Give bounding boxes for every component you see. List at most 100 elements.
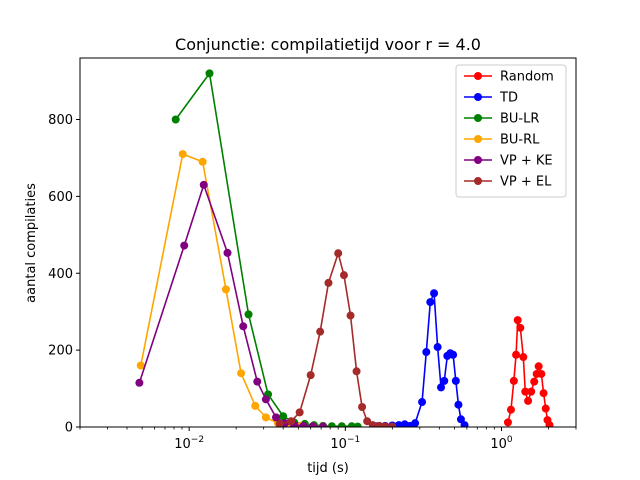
legend-marker-td xyxy=(474,93,482,101)
data-point-random xyxy=(516,323,525,332)
data-point-vp-ke xyxy=(319,422,328,427)
data-point-random xyxy=(539,389,548,398)
data-point-td xyxy=(454,400,463,409)
data-point-td xyxy=(422,348,431,357)
data-point-bu-rl xyxy=(178,150,187,159)
chart-title: Conjunctie: compilatietijd voor r = 4.0 xyxy=(175,35,481,54)
data-point-td xyxy=(451,376,460,385)
legend-label-td: TD xyxy=(499,91,518,106)
data-point-vp-ke xyxy=(180,241,189,250)
data-point-td xyxy=(394,421,403,427)
legend-label-random: Random xyxy=(500,70,554,85)
legend-marker-bu-rl xyxy=(474,135,482,143)
legend-entry-vp-ke: VP + KE xyxy=(464,154,553,169)
legend-entry-random: Random xyxy=(464,70,554,85)
data-point-random xyxy=(545,421,554,427)
data-point-vp-el xyxy=(388,422,397,427)
data-point-bu-lr xyxy=(205,69,214,78)
series-vp-el xyxy=(275,249,397,427)
data-point-random xyxy=(503,418,512,427)
legend-entry-vp-el: VP + EL xyxy=(464,175,552,190)
data-point-vp-el xyxy=(381,422,390,427)
data-point-bu-rl xyxy=(261,413,270,422)
y-tick-label: 0 xyxy=(65,421,73,436)
data-point-vp-ke xyxy=(199,180,208,189)
data-point-td xyxy=(418,398,427,407)
data-point-vp-el xyxy=(306,371,315,380)
data-point-bu-lr xyxy=(171,115,180,124)
x-tick-label: 100 xyxy=(490,435,513,452)
legend-entry-bu-rl: BU-RL xyxy=(464,133,540,148)
data-point-random xyxy=(509,376,518,385)
legend-marker-vp-ke xyxy=(474,156,482,164)
data-point-vp-el xyxy=(324,278,333,287)
legend-label-bu-lr: BU-LR xyxy=(500,112,539,127)
data-point-td xyxy=(440,376,449,385)
plot-area xyxy=(135,69,554,427)
axes-frame xyxy=(79,57,577,428)
data-point-random xyxy=(527,387,536,396)
legend-marker-vp-el xyxy=(474,177,482,185)
series-random xyxy=(503,316,554,427)
data-point-vp-el xyxy=(287,417,296,426)
axes: 0 200 400 600 800 10−2 10−1 100 xyxy=(48,57,577,452)
y-axis-label: aantal compilaties xyxy=(24,183,39,303)
y-tick-label: 200 xyxy=(48,344,73,359)
legend-label-vp-el: VP + EL xyxy=(500,175,552,190)
data-point-bu-rl xyxy=(136,361,145,370)
data-point-bu-lr xyxy=(279,412,288,421)
y-tick-label: 800 xyxy=(48,113,73,128)
data-point-bu-rl xyxy=(251,401,260,410)
legend-box xyxy=(455,64,567,198)
data-point-vp-el xyxy=(363,417,372,426)
data-point-td xyxy=(430,289,439,298)
data-point-bu-lr xyxy=(244,310,253,319)
data-point-bu-rl xyxy=(237,369,246,378)
data-point-bu-rl xyxy=(221,285,230,294)
data-point-vp-ke xyxy=(261,395,270,404)
data-point-random xyxy=(537,369,546,378)
data-point-vp-ke xyxy=(239,322,248,331)
legend-label-vp-ke: VP + KE xyxy=(500,154,553,169)
data-point-vp-el xyxy=(368,421,377,427)
data-point-td xyxy=(449,350,458,359)
legend-entry-bu-lr: BU-LR xyxy=(464,112,539,127)
data-point-bu-rl xyxy=(198,157,207,166)
y-tick-label: 400 xyxy=(48,267,73,282)
data-point-td xyxy=(460,421,469,427)
data-point-td xyxy=(411,419,420,427)
legend: Random TD BU-LR BU-RL VP + KE VP + EL xyxy=(455,64,567,198)
data-point-vp-ke xyxy=(135,378,144,387)
data-point-vp-el xyxy=(275,419,284,427)
data-point-vp-el xyxy=(358,403,367,412)
data-point-vp-el xyxy=(346,311,355,320)
data-point-td xyxy=(437,383,446,392)
data-point-vp-el xyxy=(316,327,325,336)
legend-label-bu-rl: BU-RL xyxy=(500,133,540,148)
data-point-random xyxy=(519,353,528,362)
data-point-random xyxy=(506,405,515,414)
y-tick-label: 600 xyxy=(48,190,73,205)
legend-marker-bu-lr xyxy=(474,114,482,122)
legend-marker-random xyxy=(474,72,482,80)
data-point-random xyxy=(534,362,543,371)
data-point-random xyxy=(512,350,521,359)
data-point-vp-ke xyxy=(223,248,232,257)
data-point-random xyxy=(524,396,533,405)
data-point-td xyxy=(456,415,465,424)
data-point-random xyxy=(513,316,522,325)
data-point-bu-lr xyxy=(327,422,336,427)
x-axis-label: tijd (s) xyxy=(307,461,349,476)
data-point-vp-ke xyxy=(253,377,262,386)
data-point-random xyxy=(530,377,539,386)
x-tick-label: 10−1 xyxy=(330,435,360,452)
series-group xyxy=(135,69,554,427)
data-point-bu-lr xyxy=(353,422,362,427)
data-point-td xyxy=(433,343,442,352)
data-point-vp-el xyxy=(339,271,348,280)
data-point-td xyxy=(426,298,435,307)
data-point-random xyxy=(541,404,550,413)
data-point-random xyxy=(521,387,530,396)
